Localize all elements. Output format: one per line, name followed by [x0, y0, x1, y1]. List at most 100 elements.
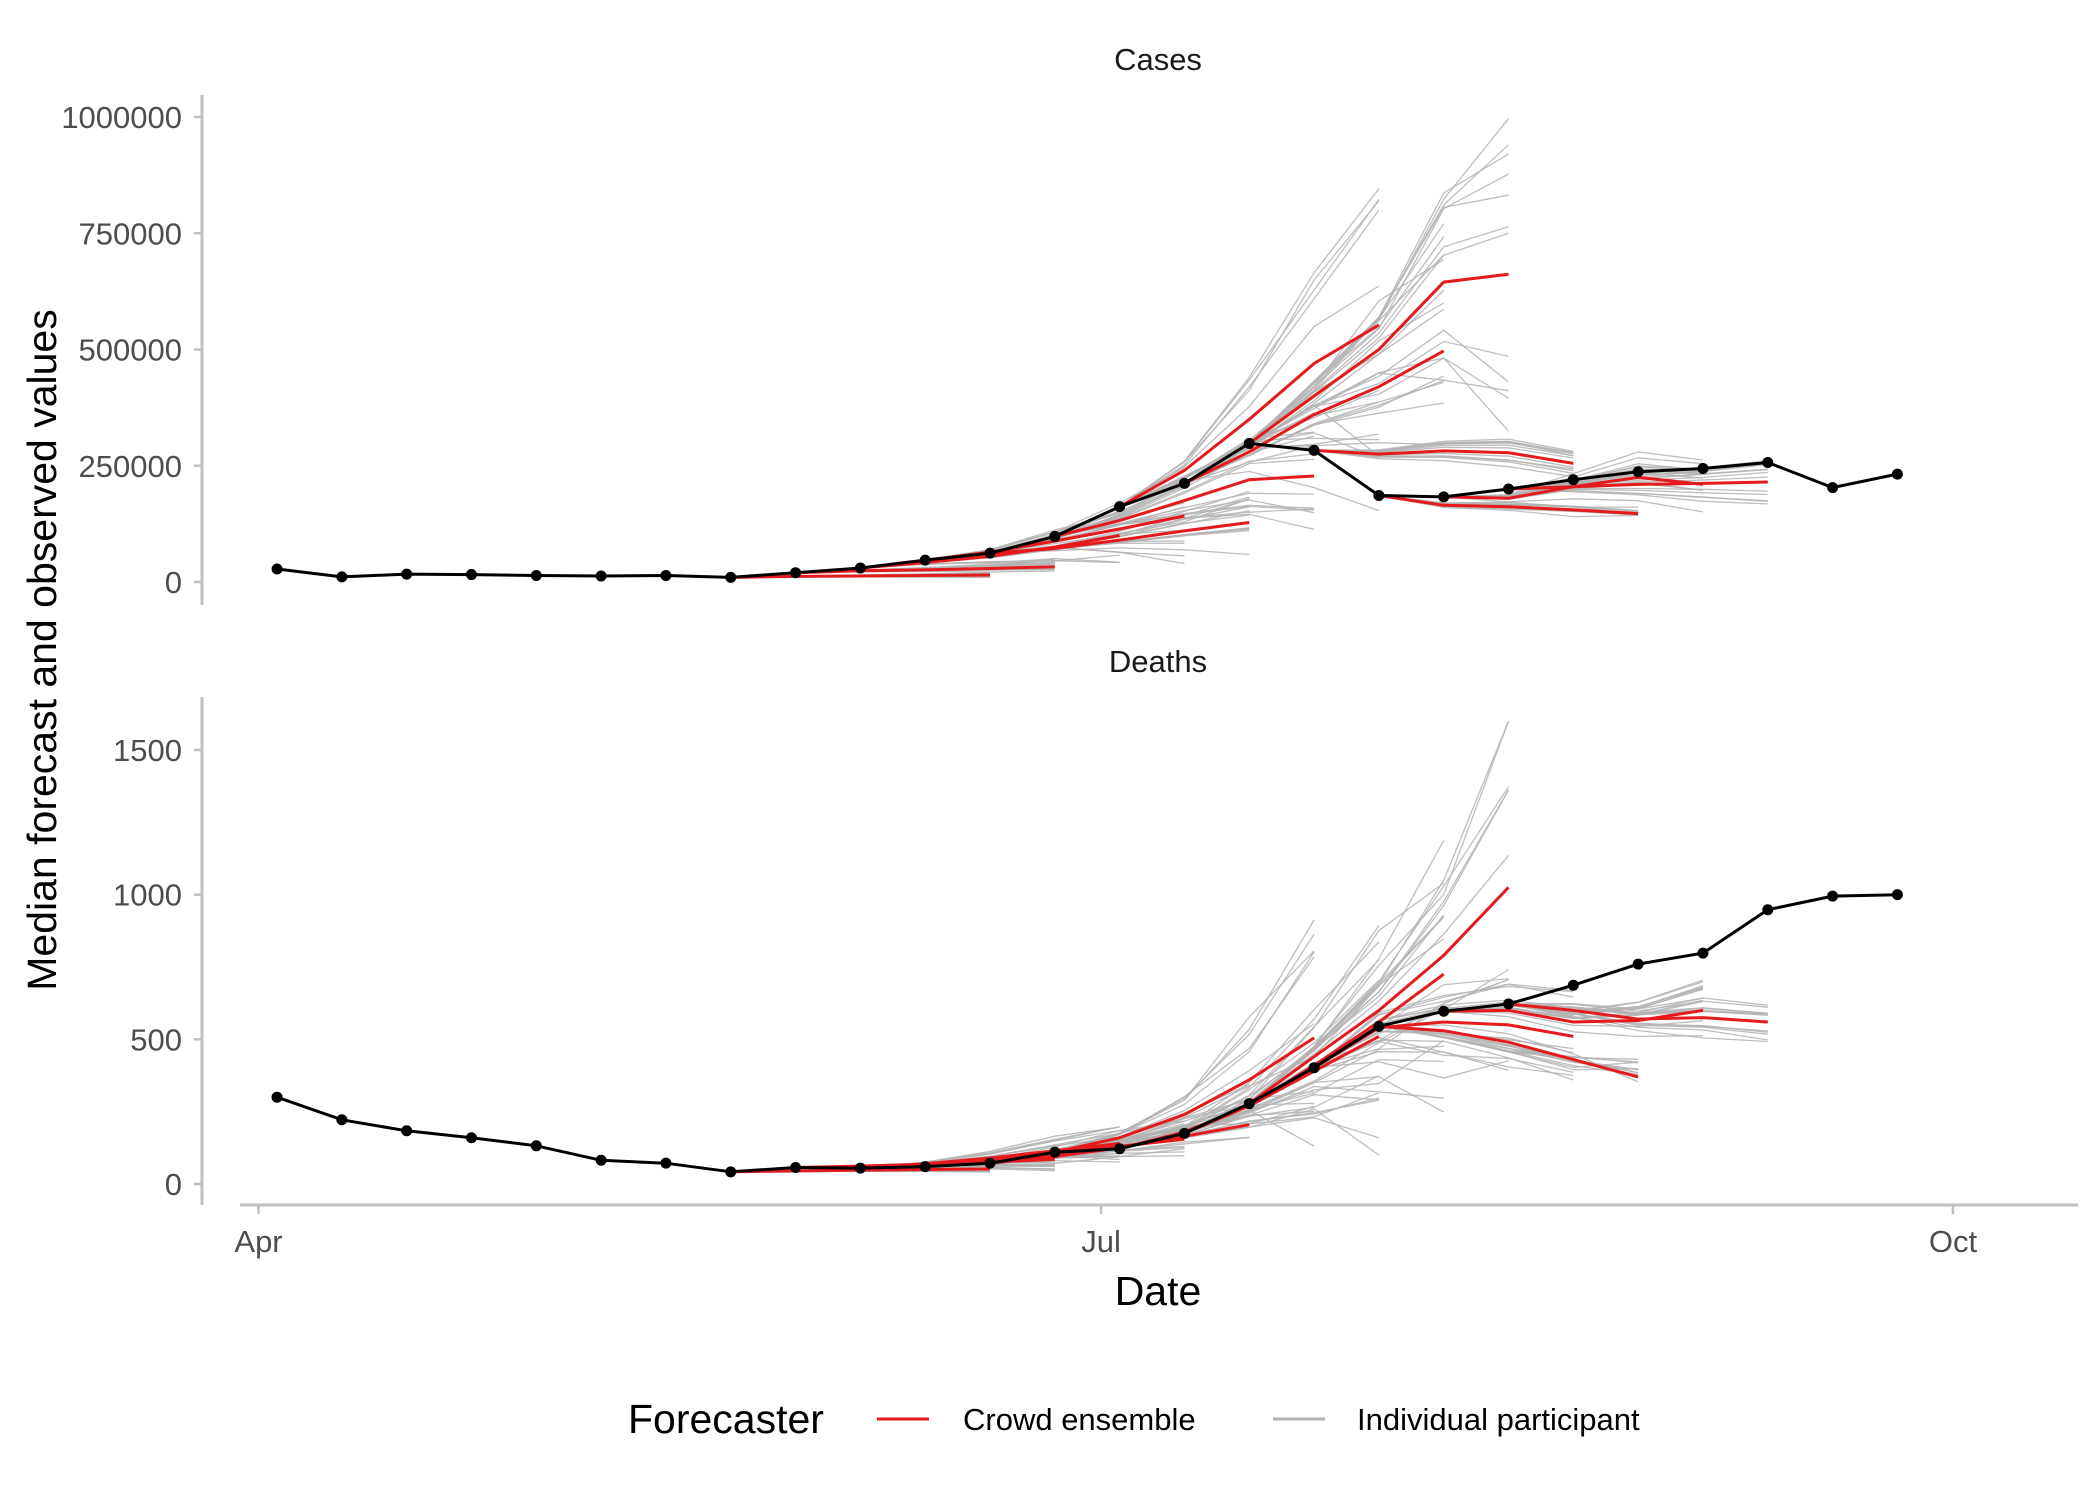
legend-title: Forecaster: [628, 1396, 824, 1442]
observed-point: [725, 571, 737, 583]
observed-point: [1438, 491, 1450, 503]
observed-point: [1243, 437, 1255, 449]
observed-point: [1697, 463, 1709, 475]
observed-point: [1243, 1098, 1255, 1110]
legend-label-crowd-ensemble: Crowd ensemble: [963, 1402, 1196, 1437]
individual-forecast-line: [1184, 375, 1444, 484]
observed-point: [1308, 1062, 1320, 1074]
individual-forecast-line: [1184, 882, 1445, 1134]
observed-point: [336, 1114, 348, 1126]
observed-point: [725, 1166, 737, 1178]
observed-point: [1567, 979, 1579, 991]
observed-point: [1632, 958, 1644, 970]
observed-point: [1049, 1146, 1061, 1158]
x-axis-ticks: Apr Jul Oct: [234, 1203, 2078, 1259]
individual-forecast-line: [1508, 1003, 1768, 1015]
ensemble-forecast-line: [1054, 474, 1315, 538]
observed-point: [854, 1162, 866, 1174]
individual-forecast-line: [1248, 153, 1509, 444]
individual-forecast-line: [1248, 118, 1510, 444]
y-tick-label: 1000: [113, 878, 182, 913]
legend-label-individual-participant: Individual participant: [1357, 1402, 1640, 1437]
individual-forecast-line: [1119, 199, 1380, 508]
observed-line: [276, 441, 1898, 579]
individual-forecast-line: [1248, 720, 1510, 1105]
individual-forecast-line: [1443, 999, 1704, 1019]
cases-panel: 0 250000 500000 750000 1000000: [61, 95, 1903, 605]
y-tick-label: 1500: [113, 733, 182, 768]
ensemble-forecast-line: [989, 521, 1250, 555]
individual-forecast-line: [1119, 985, 1380, 1150]
individual-forecast-line: [1314, 438, 1574, 453]
cases-strip-title: Cases: [1114, 42, 1202, 77]
individual-forecast-line: [1248, 226, 1509, 444]
x-tick-label: Jul: [1081, 1224, 1121, 1259]
observed-point: [465, 1132, 477, 1144]
individual-forecast-line: [1054, 951, 1315, 1153]
observed-point: [595, 570, 607, 582]
individual-forecast-line: [1248, 786, 1510, 1105]
x-tick-label: Oct: [1929, 1224, 1978, 1259]
ensemble-forecast-line: [1378, 494, 1639, 516]
deaths-strip-title: Deaths: [1109, 644, 1207, 679]
observed-point: [1697, 947, 1709, 959]
individual-forecast-line: [1508, 1003, 1768, 1041]
ensemble-forecast-line: [1054, 1036, 1315, 1154]
ensemble-forecast-line: [1378, 1024, 1639, 1079]
observed-point: [1827, 482, 1839, 494]
x-axis-title: Date: [1115, 1268, 1202, 1314]
individual-forecast-line: [1119, 925, 1380, 1150]
ensemble-forecast-line: [795, 565, 1055, 575]
ensemble-forecast-line: [1183, 349, 1445, 485]
ensemble-forecast-line: [730, 573, 991, 579]
observed-point: [1178, 1127, 1190, 1139]
observed-point: [1632, 466, 1644, 478]
observed-point: [790, 567, 802, 579]
ensemble-forecast-line: [1118, 323, 1380, 509]
observed-point: [1438, 1005, 1450, 1017]
individual-forecast-line: [1443, 496, 1704, 513]
individual-forecast-line: [1443, 1010, 1704, 1038]
ensemble-forecast-line: [1248, 886, 1510, 1105]
individual-forecast-line: [1184, 1045, 1444, 1135]
y-tick-label: 0: [165, 565, 182, 600]
individual-forecast-line: [1184, 308, 1445, 484]
individual-forecast-line: [1248, 340, 1509, 444]
observed-point: [401, 568, 413, 580]
individual-forecast-line: [925, 483, 1185, 561]
individual-forecast-line: [1313, 1040, 1574, 1073]
observed-point: [919, 1161, 931, 1173]
observed-point: [1503, 483, 1515, 495]
individual-forecast-line: [1508, 1000, 1768, 1012]
observed-point: [1827, 890, 1839, 902]
individual-forecast-line: [1184, 1039, 1445, 1135]
observed-point: [336, 571, 348, 583]
individual-forecast-line: [1184, 1085, 1444, 1135]
y-tick-label: 500000: [79, 333, 182, 368]
y-tick-label: 750000: [79, 216, 182, 251]
observed-point: [1049, 530, 1061, 542]
legend: Forecaster Crowd ensemble Individual par…: [628, 1396, 1640, 1442]
ensemble-forecast-line: [1314, 448, 1574, 465]
observed-point: [530, 1140, 542, 1152]
individual-forecast-line: [1313, 985, 1574, 1069]
observed-line: [276, 893, 1898, 1174]
individual-forecast-line: [1248, 854, 1510, 1105]
y-tick-label: 500: [130, 1022, 182, 1057]
individual-forecast-line: [1508, 1003, 1768, 1035]
individual-forecast-line: [1119, 209, 1380, 508]
individual-forecast-line: [1314, 449, 1574, 478]
observed-point: [984, 1157, 996, 1169]
individual-forecast-line: [1119, 285, 1380, 508]
individual-forecast-line: [1378, 1025, 1639, 1060]
observed-point: [1373, 490, 1385, 502]
observed-point: [1308, 444, 1320, 456]
observed-point: [1762, 456, 1774, 468]
individual-forecast-line: [1119, 470, 1380, 512]
individual-forecast-line: [1314, 449, 1574, 470]
x-tick-label: Apr: [234, 1224, 282, 1259]
observed-point: [1114, 1143, 1126, 1155]
observed-point: [271, 1091, 283, 1103]
observed-point: [1114, 501, 1126, 513]
